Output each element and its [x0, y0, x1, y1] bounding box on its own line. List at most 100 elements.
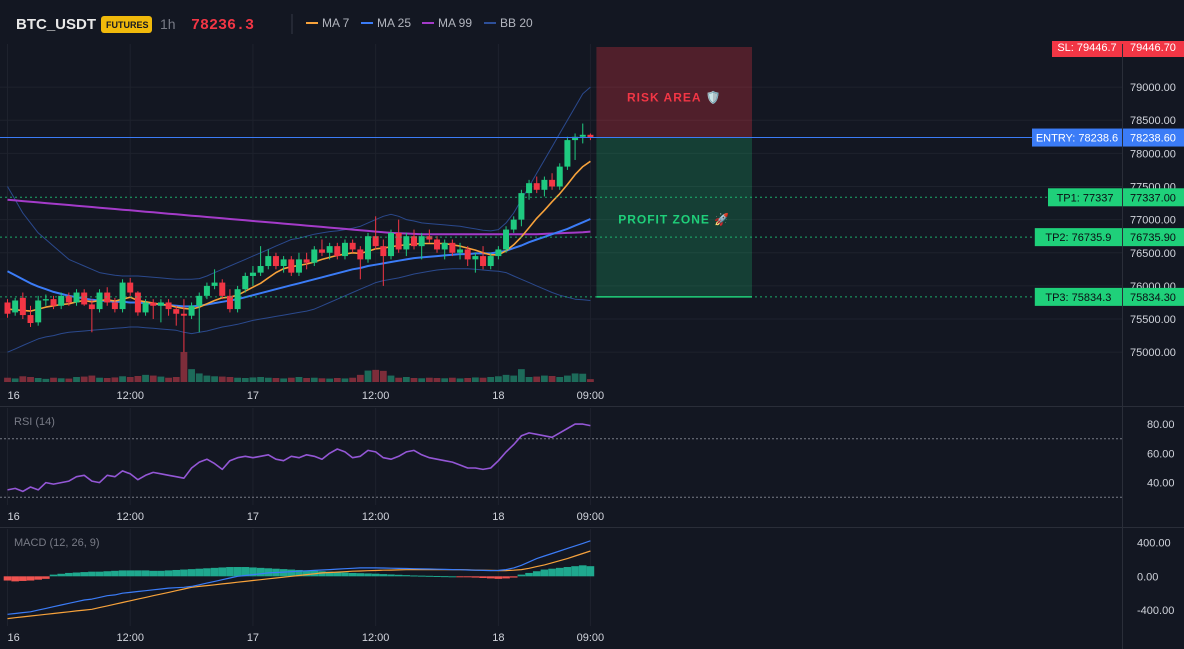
volume-bar: [310, 377, 318, 382]
candle-body: [104, 292, 111, 303]
volume-bar: [188, 369, 195, 382]
tp-axis-tag: [1122, 188, 1184, 207]
candle-body: [326, 246, 333, 253]
macd-hist-bar: [134, 570, 142, 577]
legend-ma7-label[interactable]: MA 7: [322, 16, 350, 30]
macd-pane[interactable]: MACD (12, 26, 9) -400.00 0.00 400.00 16 12:…: [3, 529, 1175, 644]
volume-bar: [249, 377, 257, 382]
macd-hist-bar: [34, 576, 42, 580]
candle-body: [549, 179, 556, 187]
macd-line: [7, 540, 591, 615]
macd-axis[interactable]: -400.00 0.00 400.00: [1137, 538, 1174, 618]
candle-body: [341, 242, 348, 257]
macd-hist-bar: [502, 576, 510, 579]
macd-hist-bar: [295, 569, 303, 577]
macd-hist-bar: [126, 570, 135, 577]
macd-hist-bar: [341, 572, 349, 577]
macd-hist-bar: [387, 574, 395, 577]
volume-bar: [57, 378, 65, 382]
macd-hist-bar: [256, 567, 265, 577]
timeframe-label[interactable]: 1h: [160, 16, 176, 32]
macd-hist-bar: [571, 566, 579, 577]
macd-hist-bar: [433, 575, 441, 577]
macd-hist-bar: [149, 570, 158, 577]
time-tick-label: 17: [247, 390, 259, 402]
macd-hist-bar: [11, 576, 19, 582]
candle-body: [572, 136, 579, 141]
volume-bar: [479, 377, 487, 382]
volume-bar: [571, 373, 579, 382]
volume-bar: [65, 378, 73, 382]
volume-bar: [4, 377, 11, 382]
macd-hist-bar: [479, 576, 487, 578]
time-axis-macd[interactable]: 16 12:00 17 12:00 18 09:00: [8, 632, 605, 644]
tp-tag-label: TP3: 75834.3: [1045, 292, 1111, 304]
candle-body: [188, 305, 195, 316]
time-tick-label: 17: [247, 511, 259, 523]
volume-bar: [387, 375, 395, 382]
macd-title: MACD (12, 26, 9): [14, 537, 100, 549]
macd-hist-bar: [578, 565, 587, 577]
tp-tag-label: TP2: 76735.9: [1045, 232, 1111, 244]
candle-body: [364, 236, 371, 260]
price-pane[interactable]: RISK AREA 🛡️ PROFIT ZONE 🚀 ENTRY: 78238.6…: [0, 41, 1184, 402]
macd-lines: [7, 540, 591, 620]
indicator-legend: MA 7 MA 25 MA 99 BB 20: [306, 16, 533, 30]
volume-bar: [34, 378, 42, 382]
candle-body: [349, 242, 356, 250]
candle-body: [311, 249, 318, 263]
rsi-tick-label: 60.00: [1147, 448, 1175, 460]
macd-hist-bar: [172, 569, 181, 577]
time-tick-label: 17: [247, 632, 259, 644]
rsi-line: [7, 423, 591, 493]
price-grid: [0, 44, 1122, 382]
price-axis[interactable]: 75000.0075500.0076000.0076500.0077000.00…: [1122, 41, 1184, 359]
price-tick-label: 78500.00: [1130, 115, 1176, 127]
macd-hist-bar: [356, 573, 365, 577]
legend-ma99-label[interactable]: MA 99: [438, 16, 472, 30]
candle-body: [242, 275, 249, 290]
time-tick-label: 12:00: [116, 511, 144, 523]
volume-bar: [195, 373, 203, 382]
tp-axis-label: 75834.30: [1130, 292, 1176, 304]
candle-body: [395, 232, 402, 250]
volume-bar: [364, 370, 372, 382]
candle-body: [4, 302, 11, 314]
time-axis-price[interactable]: 16 12:00 17 12:00 18 09:00: [8, 390, 605, 402]
candle-body: [380, 246, 387, 257]
volume-bar: [395, 377, 403, 382]
volume-bar: [142, 374, 149, 382]
macd-hist-bar: [26, 576, 35, 581]
volume-bar: [533, 376, 541, 382]
macd-hist-bar: [65, 572, 73, 577]
macd-hist-bar: [532, 571, 541, 577]
macd-hist-bar: [19, 576, 27, 581]
volume-bar: [111, 377, 119, 382]
trade-zones: RISK AREA 🛡️ PROFIT ZONE 🚀: [596, 47, 752, 298]
legend-ma25-label[interactable]: MA 25: [377, 16, 411, 30]
volume-bar: [448, 377, 456, 382]
volume-bar: [502, 374, 510, 382]
ma99-line: [7, 198, 591, 236]
macd-tick-label: 0.00: [1137, 571, 1158, 583]
time-axis-rsi[interactable]: 16 12:00 17 12:00 18 09:00: [8, 511, 605, 523]
candle-body: [434, 239, 441, 250]
volume-bar: [126, 377, 134, 382]
chart-header: BTC_USDT FUTURES 1h 78236.3 MA 7 MA 25 M…: [16, 14, 533, 34]
rsi-axis[interactable]: 40.00 60.00 80.00: [1147, 419, 1175, 490]
tp-tag-label: TP1: 77337: [1057, 192, 1114, 204]
candle-body: [234, 289, 241, 310]
symbol-title[interactable]: BTC_USDT: [16, 16, 96, 33]
volume-bar: [541, 375, 548, 382]
volume-bar: [341, 378, 349, 382]
macd-hist-bar: [371, 573, 380, 577]
macd-hist-bar: [88, 571, 96, 577]
volume-bar: [287, 377, 295, 382]
candle-body: [211, 282, 218, 286]
macd-hist-bar: [118, 570, 127, 577]
time-tick-label: 12:00: [116, 632, 144, 644]
bb-upper-line: [7, 86, 591, 280]
legend-bb-label[interactable]: BB 20: [500, 16, 533, 30]
